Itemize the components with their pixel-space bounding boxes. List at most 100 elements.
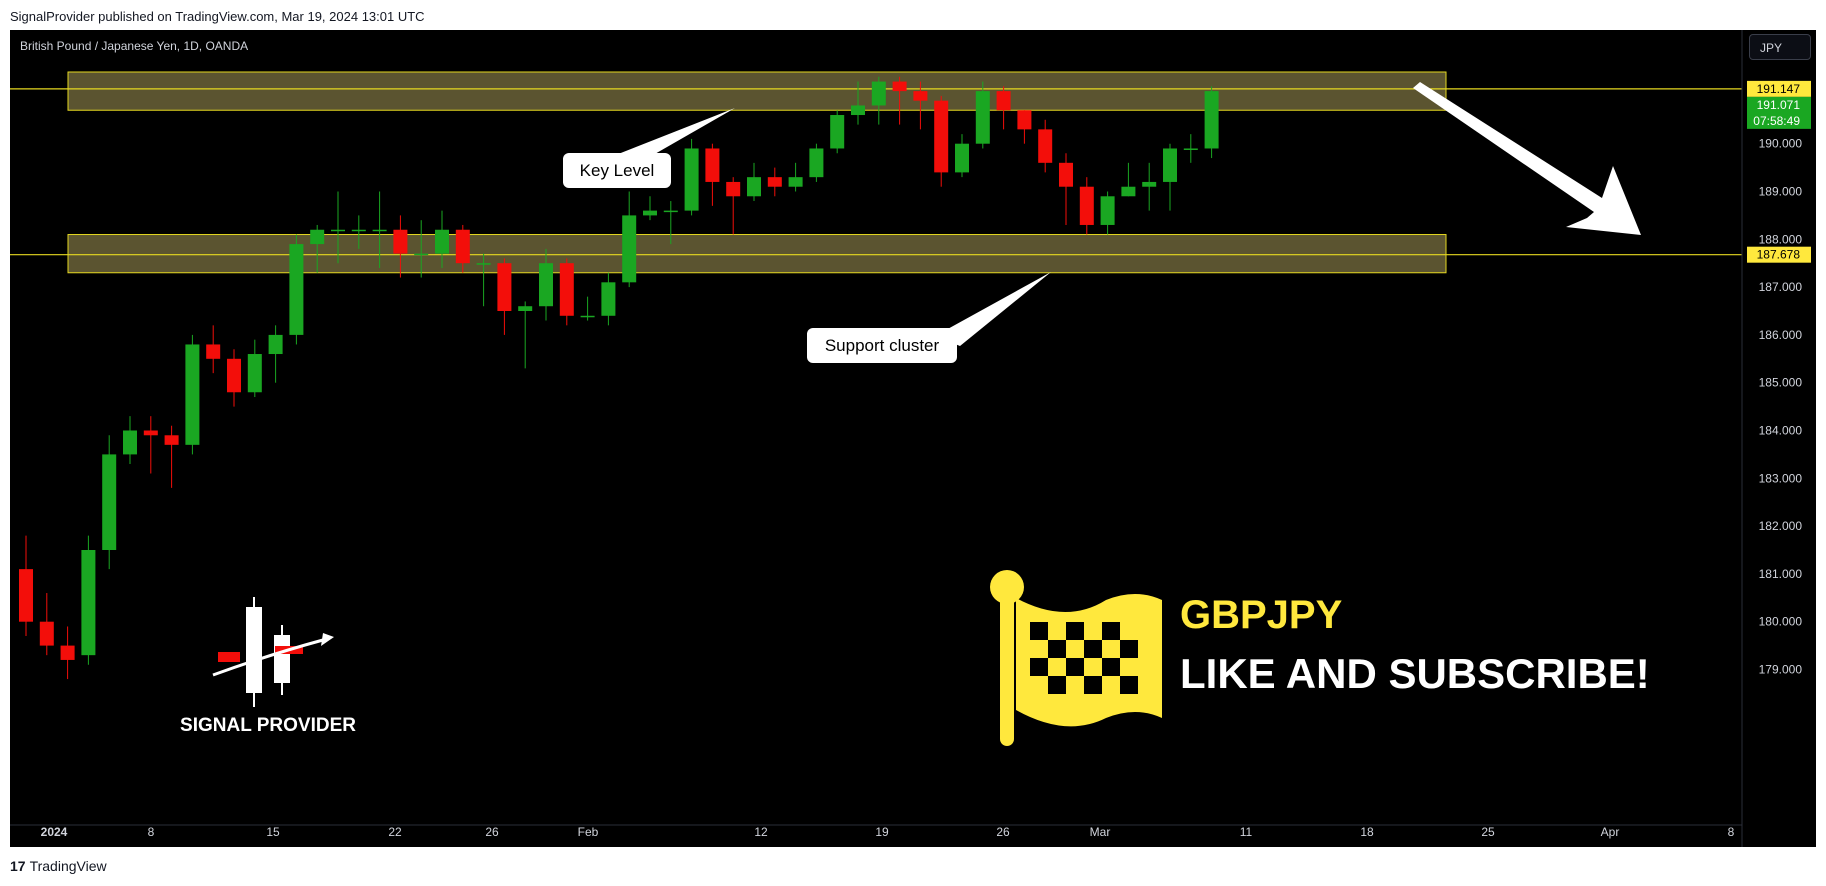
candle: [892, 76, 907, 125]
zone-2: [67, 234, 1447, 274]
support-callout-box: [807, 328, 957, 363]
candle-body: [185, 344, 200, 445]
candle-body: [1121, 186, 1136, 197]
candle: [643, 196, 657, 221]
candle: [518, 301, 533, 369]
candle: [1079, 177, 1094, 235]
candle-body: [580, 315, 595, 318]
x-tick-label: 26: [996, 825, 1010, 839]
candle: [684, 138, 699, 216]
x-tick-label: Feb: [578, 825, 599, 839]
candle: [1038, 119, 1053, 173]
price-axis: [1741, 30, 1816, 847]
key-level-callout-label: Key Level: [580, 161, 655, 180]
price-label-countdown: 07:58:49: [1753, 114, 1800, 128]
candle-body: [705, 148, 720, 182]
candle-body: [60, 645, 75, 660]
candle-body: [331, 229, 345, 232]
candle-body: [726, 181, 741, 197]
candlestick-arrow-icon: [212, 597, 334, 707]
candle: [310, 224, 325, 273]
y-tick-label: 180.000: [1759, 615, 1803, 629]
candle-body: [414, 253, 429, 256]
candle-body: [123, 430, 137, 455]
candle-body: [851, 105, 865, 116]
candle-body: [788, 177, 803, 187]
candle-body: [247, 354, 262, 393]
y-tick-label: 179.000: [1759, 663, 1803, 677]
candle: [871, 76, 886, 125]
x-tick-label: Mar: [1090, 825, 1111, 839]
candle: [1183, 134, 1198, 163]
candle-body: [996, 91, 1011, 111]
promo-symbol: GBPJPY: [1180, 593, 1343, 637]
candle: [975, 81, 990, 149]
candle-body: [1183, 148, 1198, 150]
candle: [1100, 191, 1115, 235]
candle: [102, 435, 117, 570]
candle: [955, 134, 969, 178]
candle: [767, 167, 782, 197]
candle-body: [663, 210, 678, 213]
candle: [185, 334, 200, 455]
y-tick-label: 184.000: [1759, 424, 1803, 438]
candle-body: [1059, 162, 1073, 187]
candle: [455, 224, 470, 273]
candle: [497, 258, 512, 335]
candle: [996, 86, 1011, 130]
tradingview-footer[interactable]: 17 TradingView: [10, 858, 107, 874]
candle: [601, 272, 616, 326]
candle-body: [767, 177, 782, 187]
horizontal-lines-layer: [10, 88, 1742, 256]
y-tick-label: 181.000: [1759, 567, 1803, 581]
x-tick-label: 19: [875, 825, 889, 839]
zone-1: [67, 71, 1447, 111]
candle-body: [39, 621, 54, 646]
x-tick-label: 2024: [41, 825, 68, 839]
chart-canvas[interactable]: Key Level Support cluster 179.000 180.000…: [10, 30, 1816, 847]
candle: [809, 143, 824, 182]
candle-body: [830, 115, 845, 149]
price-label-text: 191.071: [1757, 98, 1801, 112]
target-arrow: [1413, 82, 1641, 235]
candle: [1163, 143, 1177, 211]
key-level-callout-box: [563, 153, 671, 188]
candle: [351, 215, 366, 249]
price-labels: 191.147 191.071 07:58:49 187.678: [1747, 80, 1811, 263]
candle: [331, 191, 345, 264]
candle: [60, 626, 75, 680]
y-tick-label: 182.000: [1759, 519, 1803, 533]
x-tick-label: 26: [485, 825, 499, 839]
candle-body: [1204, 91, 1219, 149]
chart-panel[interactable]: Key Level Support cluster 179.000 180.000…: [10, 30, 1816, 847]
candle-body: [1100, 196, 1115, 225]
candle: [851, 81, 865, 125]
candle: [289, 234, 304, 345]
candle-body: [1017, 110, 1032, 130]
x-tick-label: 8: [148, 825, 155, 839]
candle: [164, 425, 179, 488]
y-tick-label: 185.000: [1759, 376, 1803, 390]
promo-cta: LIKE AND SUBSCRIBE!: [1180, 650, 1650, 697]
y-tick-label: 186.000: [1759, 328, 1803, 342]
y-tick-label: 188.000: [1759, 232, 1803, 246]
x-tick-label: 22: [388, 825, 402, 839]
candle: [1204, 86, 1219, 159]
candle: [830, 110, 845, 154]
price-label-3: [1747, 246, 1811, 263]
candle: [81, 535, 96, 665]
candle: [247, 339, 262, 398]
candle-body: [871, 81, 886, 106]
x-tick-label: 12: [754, 825, 768, 839]
y-tick-label: 183.000: [1759, 471, 1803, 485]
candle-body: [747, 177, 761, 197]
x-tick-label: 8: [1728, 825, 1735, 839]
candle-body: [913, 91, 928, 101]
candle-body: [372, 229, 387, 232]
candle-body: [289, 244, 304, 335]
candle-body: [559, 263, 574, 316]
price-label-1: [1747, 80, 1811, 97]
currency-button[interactable]: JPY: [1749, 34, 1811, 60]
candle-body: [435, 229, 449, 254]
candle: [1017, 110, 1032, 144]
